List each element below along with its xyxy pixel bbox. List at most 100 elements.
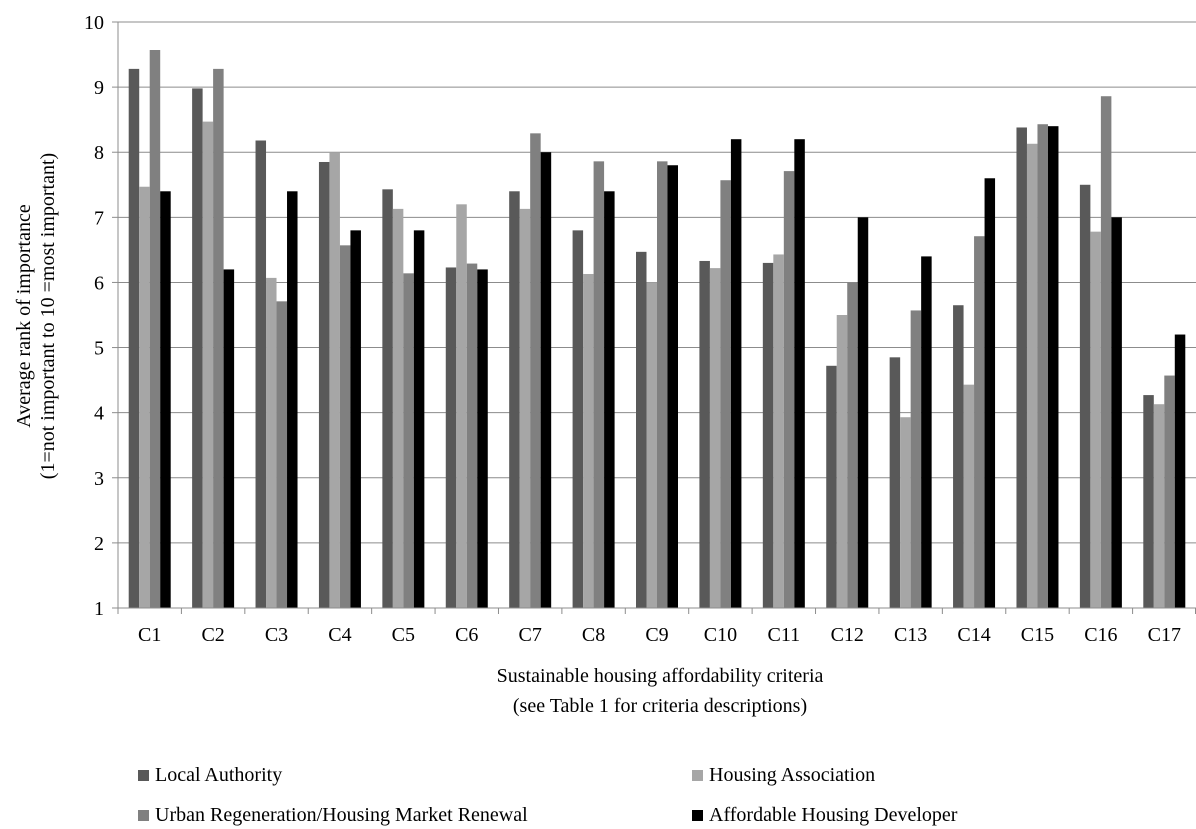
bar-c16-series-3 [1100,96,1112,608]
bar-c10-series-3 [720,180,731,608]
bar-c3-series-1 [255,140,267,608]
bar-c11-series-2 [773,254,784,609]
x-tick-labels: C1 C2 C3 C4 C5 C6 C7 C8 C9 C10 C11 C12 C13 C14 C15 C16 C… [138,624,1181,646]
bar-c5-series-4 [413,230,425,608]
bar-c15-series-4 [1047,126,1059,608]
bar-c6-series-4 [477,269,488,608]
y-tick-label: 9 [94,77,104,99]
x-tick-label: C10 [704,624,737,646]
bar-c17-series-3 [1164,375,1175,608]
bar-c8-series-3 [593,161,605,609]
bar-c10-series-2 [709,268,721,608]
bar-c1-series-4 [160,191,171,609]
bar-c13-series-4 [921,256,932,608]
bar-c1-series-2 [139,186,150,608]
bar-c13-series-2 [900,417,911,608]
bar-c16-series-2 [1090,231,1101,608]
x-tick-label: C14 [957,624,990,646]
bar-c14-series-3 [974,236,985,608]
bar-c4-series-1 [318,161,330,608]
y-tick-label: 6 [94,272,104,294]
x-axis-title-line1: Sustainable housing affordability criter… [497,665,824,687]
bar-c5-series-1 [382,189,393,608]
x-tick-label: C13 [894,624,927,646]
x-tick-label: C9 [645,624,668,646]
bar-c12-series-4 [857,217,869,609]
x-tick-label: C6 [455,624,478,646]
bar-c2-series-1 [192,88,203,608]
bar-c12-series-2 [836,315,848,608]
bar-c9-series-4 [667,165,678,608]
y-tick-label: 10 [84,12,104,34]
bar-c3-series-3 [276,301,288,608]
bar-c2-series-2 [202,121,214,609]
bar-c13-series-3 [910,310,922,608]
x-tick-label: C1 [138,624,161,646]
bar-c9-series-3 [657,161,668,609]
bar-c16-series-4 [1111,217,1122,609]
bar-c8-series-4 [604,191,615,609]
bar-c7-series-1 [509,191,520,609]
x-axis-title-line2: (see Table 1 for criteria descriptions) [513,695,807,717]
y-axis-title-line1: Average rank of importance [13,204,35,428]
y-tick-label: 5 [94,338,104,360]
bar-c15-series-1 [1016,127,1027,608]
bar-c13-series-1 [889,357,901,608]
bars [128,49,1186,609]
bar-c10-series-1 [699,260,710,608]
bar-c4-series-3 [339,245,351,608]
bar-c4-series-2 [329,152,340,608]
x-tick-label: C15 [1021,624,1054,646]
bar-c7-series-2 [519,208,531,608]
bar-c10-series-4 [730,139,742,608]
bar-c3-series-4 [287,191,298,609]
x-tick-label: C12 [831,624,864,646]
bar-c6-series-1 [445,267,457,608]
bar-c3-series-2 [266,277,277,608]
x-tick-label: C5 [392,624,415,646]
bar-c14-series-2 [963,384,975,608]
bar-c1-series-1 [128,68,140,608]
bar-c16-series-1 [1079,184,1091,608]
bar-c12-series-1 [826,365,837,608]
x-tick-label: C17 [1148,624,1181,646]
bar-c7-series-4 [540,152,552,608]
x-tick-label: C3 [265,624,288,646]
bar-c5-series-3 [403,273,414,608]
y-tick-label: 7 [94,207,104,229]
bar-c6-series-2 [456,204,467,609]
bar-c2-series-3 [213,68,224,608]
bar-c4-series-4 [350,230,361,608]
bar-c5-series-2 [392,208,404,608]
bar-c15-series-2 [1026,143,1038,608]
y-tick-label: 2 [94,533,104,555]
y-tick-label: 8 [94,142,104,164]
bar-c8-series-1 [572,230,584,608]
x-tick-label: C7 [519,624,542,646]
bar-c2-series-4 [223,269,235,608]
x-tick-label: C11 [768,624,801,646]
bar-c17-series-1 [1143,395,1154,608]
bar-c14-series-1 [953,305,964,608]
x-tick-label: C2 [201,624,224,646]
bar-c9-series-1 [636,251,647,608]
bar-c1-series-3 [149,49,161,608]
bar-c14-series-4 [984,178,996,608]
bar-c17-series-4 [1174,334,1186,608]
y-tick-label: 1 [94,598,104,620]
y-tick-label: 3 [94,468,104,490]
bar-c7-series-3 [530,133,541,608]
bar-c8-series-2 [583,273,594,608]
bar-c11-series-4 [794,139,805,608]
y-tick-labels: 1 2 3 4 5 6 7 8 9 10 [84,12,104,620]
bar-c11-series-1 [762,262,774,608]
bar-c11-series-3 [783,171,795,609]
x-tick-label: C8 [582,624,605,646]
bar-c12-series-3 [847,282,858,608]
y-axis-title-line2: (1=not important to 10 =most important) [37,153,59,479]
x-tick-label: C4 [328,624,351,646]
bar-c9-series-2 [646,282,657,608]
bar-c17-series-2 [1153,404,1165,608]
x-tick-label: C16 [1084,624,1117,646]
bar-c6-series-3 [466,263,478,608]
